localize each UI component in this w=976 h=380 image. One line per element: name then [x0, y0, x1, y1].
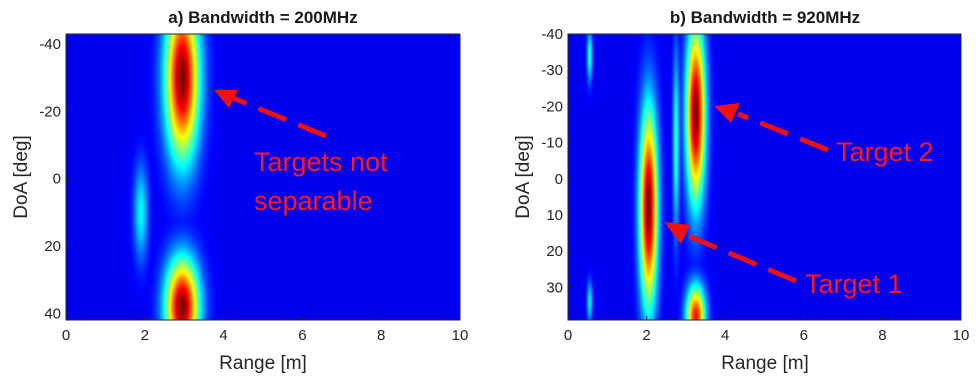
y-tick-label: 10: [546, 207, 563, 224]
y-tick-label: -30: [541, 62, 563, 79]
annotation-arrow-a: [232, 95, 327, 139]
y-axis-ticks-b: -40 -30 -20 -10 0 10 20 30: [541, 26, 572, 296]
x-axis-label-b: Range [m]: [721, 353, 809, 374]
x-tick-label: 0: [564, 327, 572, 344]
y-tick-label: -10: [541, 135, 563, 152]
plot-frame-b: [567, 33, 962, 321]
y-tick-label: 0: [555, 171, 563, 188]
x-tick-label: 10: [953, 327, 970, 344]
x-tick-label: 6: [800, 327, 808, 344]
annotation-arrow-head-a: [214, 90, 238, 108]
y-axis-label-b: DoA [deg]: [513, 135, 534, 218]
x-axis-ticks-b: 0 2 4 6 8 10: [564, 316, 970, 344]
annotation-line-1: Targets not: [254, 147, 388, 177]
y-axis-ticks-a: -40 -20 0 20 40: [39, 36, 70, 322]
plot-frame-a: [65, 33, 461, 321]
y-tick-label: 20: [44, 238, 61, 255]
x-tick-label: 2: [141, 327, 149, 344]
heatmap-image-b: [568, 34, 961, 320]
heatmap-image-a: [66, 34, 460, 320]
annotation-arrow-head-target-1: [664, 222, 690, 244]
y-tick-label: -40: [39, 36, 61, 53]
x-tick-label: 6: [298, 327, 306, 344]
chart-title-b: b) Bandwidth = 920MHz: [670, 8, 860, 27]
x-tick-label: 10: [452, 327, 469, 344]
y-tick-label: 40: [44, 305, 61, 322]
annotation-targets-not-separable: Targets not separable: [254, 147, 395, 216]
annotation-arrow-target-1: [685, 232, 797, 284]
x-axis-label-a: Range [m]: [219, 353, 307, 374]
annotation-target-2: Target 2: [836, 137, 934, 167]
annotation-target-1: Target 1: [805, 269, 903, 299]
y-tick-label: -40: [541, 26, 563, 43]
heatmap-panel-b: b) Bandwidth = 920MHz 0 2 4 6 8 10 -40-30-20-…: [513, 8, 969, 374]
y-tick-label: -20: [39, 103, 61, 120]
x-tick-label: 2: [642, 327, 650, 344]
heatmap-panel-a: a) Bandwidth = 200MHz 0 2 4 6 8 10 -40 -20 0 20 4…: [11, 8, 468, 374]
y-tick-label: -20: [541, 98, 563, 115]
annotation-arrow-target-2: [737, 111, 829, 153]
x-tick-label: 4: [721, 327, 729, 344]
x-tick-label: 4: [219, 327, 227, 344]
x-tick-label: 8: [878, 327, 886, 344]
x-tick-label: 8: [377, 327, 385, 344]
y-tick-label: 30: [546, 279, 563, 296]
y-axis-label-a: DoA [deg]: [11, 135, 32, 218]
annotation-arrow-head-target-2: [714, 103, 740, 123]
x-tick-label: 0: [62, 327, 70, 344]
annotation-line-2: separable: [254, 186, 373, 216]
y-tick-label: 0: [53, 171, 61, 188]
y-tick-label: 20: [546, 243, 563, 260]
chart-title-a: a) Bandwidth = 200MHz: [168, 8, 357, 27]
x-axis-ticks-a: 0 2 4 6 8 10: [62, 316, 469, 344]
